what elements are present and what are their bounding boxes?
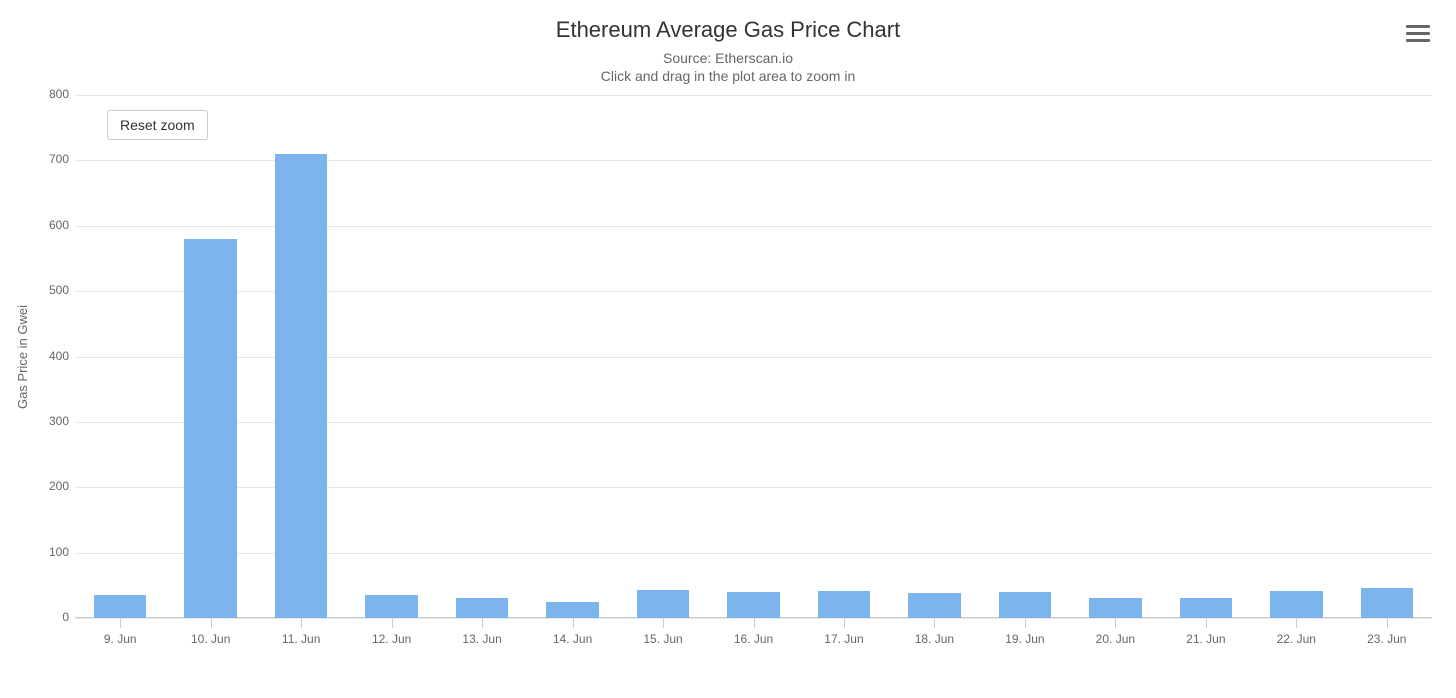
x-tick-label: 17. Jun [824, 632, 863, 646]
x-tick-label: 20. Jun [1096, 632, 1135, 646]
chart-titles: Ethereum Average Gas Price Chart Source:… [0, 16, 1456, 84]
x-tick-mark [1296, 618, 1297, 628]
bar[interactable] [1270, 591, 1322, 618]
x-tick-mark [1206, 618, 1207, 628]
bar[interactable] [1361, 588, 1413, 618]
bar[interactable] [184, 239, 236, 618]
y-tick-label: 800 [33, 87, 69, 101]
y-tick-label: 700 [33, 152, 69, 166]
chart-subtitle-source: Source: Etherscan.io [0, 50, 1456, 66]
x-tick-mark [844, 618, 845, 628]
x-tick-label: 22. Jun [1277, 632, 1316, 646]
x-tick-label: 21. Jun [1186, 632, 1225, 646]
x-tick-mark [211, 618, 212, 628]
y-tick-label: 400 [33, 349, 69, 363]
bar[interactable] [727, 592, 779, 618]
x-tick-mark [663, 618, 664, 628]
y-tick-label: 100 [33, 545, 69, 559]
bar[interactable] [275, 154, 327, 618]
x-tick-label: 16. Jun [734, 632, 773, 646]
x-tick-mark [482, 618, 483, 628]
x-tick-label: 18. Jun [915, 632, 954, 646]
hamburger-line [1406, 32, 1430, 35]
chart-context-menu-icon[interactable] [1406, 22, 1430, 44]
hamburger-line [1406, 25, 1430, 28]
x-tick-mark [1115, 618, 1116, 628]
x-tick-mark [573, 618, 574, 628]
bar[interactable] [456, 598, 508, 618]
y-gridline [75, 95, 1432, 96]
bar[interactable] [818, 591, 870, 618]
bar[interactable] [637, 590, 689, 618]
x-tick-label: 14. Jun [553, 632, 592, 646]
y-tick-label: 600 [33, 218, 69, 232]
bar[interactable] [1089, 598, 1141, 618]
x-tick-label: 9. Jun [104, 632, 137, 646]
y-tick-label: 200 [33, 479, 69, 493]
plot-area[interactable] [75, 95, 1432, 618]
x-tick-mark [754, 618, 755, 628]
chart-container: Ethereum Average Gas Price Chart Source:… [0, 0, 1456, 698]
y-tick-label: 500 [33, 283, 69, 297]
x-tick-label: 12. Jun [372, 632, 411, 646]
x-tick-mark [1025, 618, 1026, 628]
bar[interactable] [999, 592, 1051, 618]
x-tick-label: 15. Jun [643, 632, 682, 646]
x-tick-label: 13. Jun [462, 632, 501, 646]
x-tick-label: 11. Jun [282, 632, 320, 646]
bar[interactable] [94, 595, 146, 618]
x-tick-label: 10. Jun [191, 632, 230, 646]
x-tick-mark [392, 618, 393, 628]
hamburger-line [1406, 39, 1430, 42]
bar[interactable] [365, 595, 417, 618]
x-tick-label: 23. Jun [1367, 632, 1406, 646]
y-axis-label: Gas Price in Gwei [15, 304, 30, 408]
y-tick-label: 0 [33, 610, 69, 624]
x-tick-label: 19. Jun [1005, 632, 1044, 646]
x-tick-mark [120, 618, 121, 628]
x-tick-mark [934, 618, 935, 628]
bar[interactable] [546, 602, 598, 618]
x-tick-mark [301, 618, 302, 628]
bar[interactable] [1180, 598, 1232, 618]
x-tick-mark [1387, 618, 1388, 628]
chart-title: Ethereum Average Gas Price Chart [0, 16, 1456, 44]
chart-subtitle-hint: Click and drag in the plot area to zoom … [0, 68, 1456, 84]
y-tick-label: 300 [33, 414, 69, 428]
bar[interactable] [908, 593, 960, 618]
